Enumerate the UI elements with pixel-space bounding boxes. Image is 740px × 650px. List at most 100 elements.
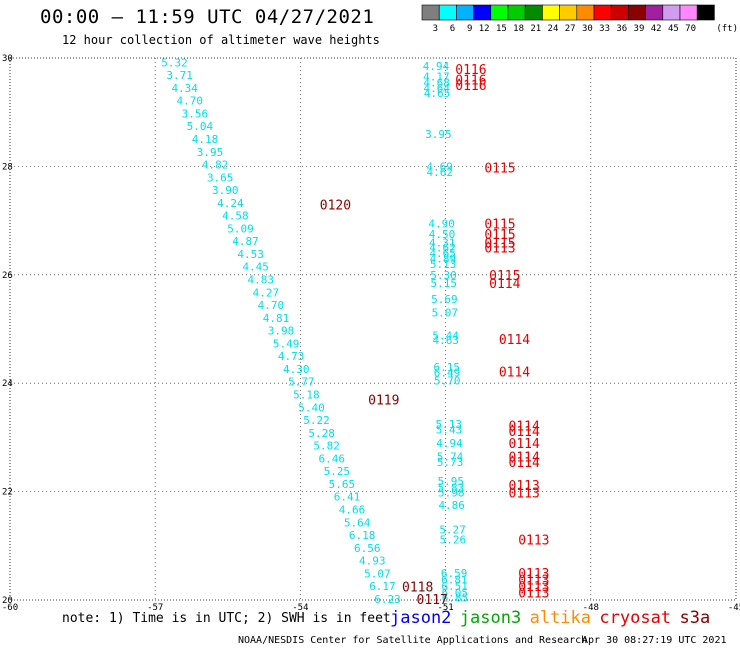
lat-tick-label: 24	[2, 379, 13, 389]
swh-value: 5.13	[436, 418, 463, 431]
swh-value: 4.63	[433, 334, 460, 347]
satellite-legend-entry: altika	[529, 608, 592, 628]
swh-value: 4.73	[278, 350, 305, 363]
pass-number-label: 0115	[484, 236, 515, 251]
pass-number-label: 0113	[518, 567, 549, 582]
swh-colorbar: 3 6 9 12 15 18 21 24 27 30 33 36 39 42 45 70 (ft)	[421, 4, 738, 34]
swh-value: 4.69	[426, 160, 453, 173]
colorbar-tick-label: 9	[467, 24, 472, 34]
swh-value: 4.86	[438, 499, 465, 512]
lon-tick-label: -57	[147, 603, 163, 613]
swh-value: 6.23	[374, 593, 401, 606]
swh-value: 3.71	[166, 69, 193, 82]
pass-number-label: 0114	[489, 277, 520, 292]
pass-number-label: 0119	[368, 393, 399, 408]
swh-value: 4.62	[429, 242, 456, 255]
colorbar-tick-label: 3	[433, 24, 438, 34]
swh-value: 4.70	[177, 95, 204, 108]
lon-tick-label: -45	[728, 603, 740, 613]
pass-number-label: 0118	[402, 580, 433, 595]
swh-value: 3.95	[425, 128, 452, 141]
map-frame	[9, 57, 737, 601]
swh-value: 5.95	[438, 475, 465, 488]
swh-value: 4.81	[263, 312, 290, 325]
colorbar-swatch	[696, 4, 715, 21]
swh-value: 4.62	[427, 166, 454, 179]
colorbar-tick-label: 24	[548, 24, 559, 34]
swh-value: 5.70	[434, 374, 461, 387]
swh-value: 4.70	[258, 299, 285, 312]
colorbar-tick-label: 18	[513, 24, 524, 34]
colorbar-tick-label: 6	[450, 24, 455, 34]
swh-value: 3.65	[207, 171, 234, 184]
pass-number-label: 0113	[518, 586, 549, 601]
pass-number-label: 0113	[509, 479, 540, 494]
lat-tick-label: 28	[2, 162, 13, 172]
swh-value: 5.77	[288, 376, 315, 389]
swh-value: 4.30	[283, 363, 310, 376]
swh-value: 5.15	[431, 277, 458, 290]
pass-number-label: 0114	[499, 333, 530, 348]
page-title: 00:00 – 11:59 UTC 04/27/2021	[40, 6, 375, 28]
lat-tick-label: 22	[2, 488, 13, 498]
swh-value: 4.68	[423, 76, 450, 89]
colorbar-unit-label: (ft)	[716, 24, 738, 34]
swh-value: 3.56	[182, 107, 209, 120]
pass-number-label: 0114	[499, 365, 530, 380]
pass-number-label: 0114	[509, 437, 540, 452]
pass-number-label: 0115	[484, 228, 515, 243]
swh-value: 4.93	[359, 555, 386, 568]
footer-timestamp: Apr 30 08:27:19 UTC 2021	[582, 635, 727, 646]
satellite-legend-entry: s3a	[679, 608, 711, 628]
swh-value: 6.59	[441, 567, 468, 580]
footer-note: note: 1) Time is in UTC; 2) SWH is in fe…	[62, 611, 391, 626]
swh-value: 4.50	[429, 228, 456, 241]
swh-value: 5.65	[329, 478, 356, 491]
pass-number-label: 0115	[484, 217, 515, 232]
swh-value: 4.66	[339, 503, 366, 516]
pass-number-label: 0116	[455, 79, 486, 94]
swh-value: 6.46	[318, 452, 345, 465]
lon-tick-label: -54	[292, 603, 308, 613]
swh-value: 5.73	[437, 456, 464, 469]
swh-value: 5.69	[431, 293, 458, 306]
pass-number-label: 0115	[484, 161, 515, 176]
colorbar-tick-label: 12	[479, 24, 490, 34]
swh-value: 4.17	[423, 70, 450, 83]
swh-value: 5.43	[436, 423, 463, 436]
colorbar-tick-label: 15	[496, 24, 507, 34]
pass-number-label: 0114	[509, 456, 540, 471]
swh-value: 5.27	[439, 524, 466, 537]
colorbar-tick-label: 42	[651, 24, 662, 34]
colorbar-tick-label: 27	[565, 24, 576, 34]
page-subtitle: 12 hour collection of altimeter wave hei…	[62, 33, 380, 47]
colorbar-tick-label: 30	[582, 24, 593, 34]
swh-value: 6.41	[334, 491, 361, 504]
swh-value: 3.95	[197, 146, 224, 159]
swh-value: 4.18	[192, 133, 219, 146]
swh-value: 4.89	[430, 253, 457, 266]
satellite-legend-entry: cryosat	[599, 608, 672, 628]
swh-value: 5.22	[303, 414, 330, 427]
pass-number-label: 0113	[518, 580, 549, 595]
swh-value: 5.74	[437, 450, 464, 463]
pass-number-label: 0117	[417, 593, 448, 608]
swh-value: 6.85	[442, 591, 469, 604]
swh-value: 4.24	[217, 197, 244, 210]
lon-tick-label: -51	[437, 603, 453, 613]
swh-value: 4.31	[429, 236, 456, 249]
swh-value: 3.98	[268, 325, 295, 338]
satellite-legend-entry: jason2	[390, 608, 452, 628]
swh-value: 5.07	[364, 567, 391, 580]
colorbar-tick-label: 70	[685, 24, 696, 34]
swh-value: 5.07	[432, 307, 459, 320]
swh-value: 5.30	[430, 269, 457, 282]
swh-value: 6.51	[441, 580, 468, 593]
swh-value: 6.15	[434, 361, 461, 374]
pass-number-label: 0113	[518, 573, 549, 588]
swh-value: 5.40	[298, 401, 325, 414]
swh-value: 5.28	[308, 427, 335, 440]
pass-number-label: 0113	[484, 242, 515, 257]
